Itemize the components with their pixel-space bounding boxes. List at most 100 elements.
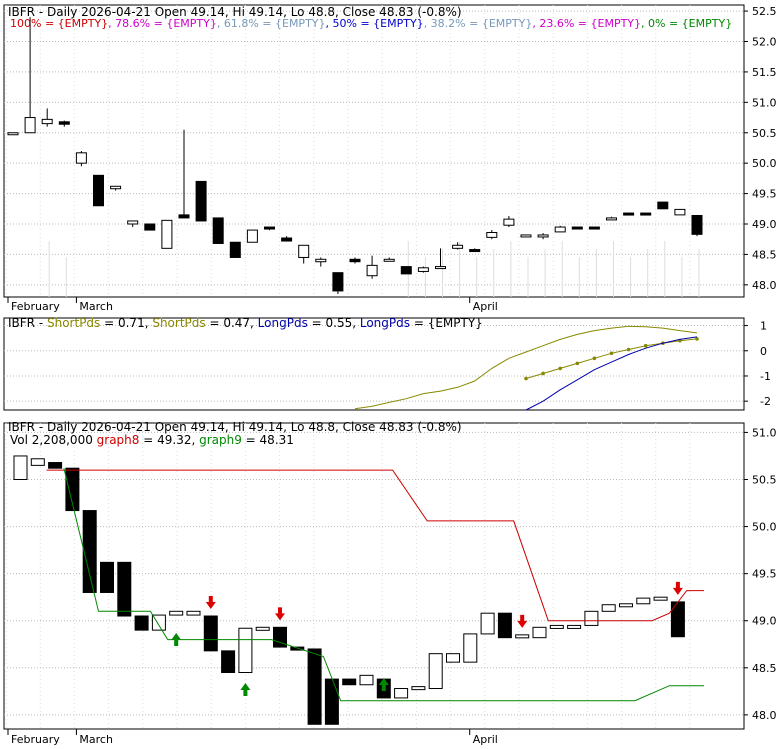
pds-legend-part: = 0.47, (206, 316, 258, 330)
price-candle (606, 217, 617, 221)
price-candle (264, 226, 275, 230)
price-candle (554, 226, 566, 233)
lower-candle (515, 634, 530, 639)
arrow-up-icon (240, 683, 251, 696)
lower-panel-month-label: February (11, 733, 60, 745)
price-candle (691, 214, 703, 235)
price-candle (588, 226, 600, 230)
lower-candle (653, 596, 668, 601)
lower-candle (324, 678, 339, 725)
pds-legend-part: IBFR - (8, 316, 47, 330)
price-candle (537, 234, 549, 238)
lower-candle (134, 615, 149, 631)
price-candle (623, 212, 635, 216)
price-candle (383, 258, 395, 262)
price-candle (469, 249, 481, 253)
pds-series-line-0 (354, 325, 698, 410)
pds-series-point (524, 376, 528, 381)
fib-legend-entry: , 50% = {EMPTY} (326, 17, 424, 30)
price-candle (93, 174, 104, 207)
price-candle (366, 264, 378, 277)
lower-candle (359, 674, 374, 686)
price-candle (400, 266, 412, 275)
lower-candle (186, 610, 201, 616)
pds-series-point (592, 356, 597, 361)
lower-candle (307, 648, 322, 725)
lower-subtitle-part: = 48.31 (242, 433, 294, 447)
fib-legend: 100% = {EMPTY}, 78.6% = {EMPTY}, 61.8% =… (10, 17, 732, 30)
lower-subtitle: Vol 2,208,000 graph8 = 49.32, graph9 = 4… (10, 433, 294, 447)
pds-legend-part: ShortPds (47, 316, 100, 330)
pds-panel-tick-label: -1 (760, 370, 771, 383)
lower-candle (567, 624, 582, 629)
price-candle (212, 217, 224, 244)
price-panel-tick-label: 52.0 (752, 36, 777, 49)
price-panel-tick-label: 49.0 (752, 218, 777, 231)
graph8-line (46, 469, 704, 622)
lower-candle (255, 626, 270, 631)
lower-candle (636, 597, 651, 605)
lower-candle (65, 467, 80, 512)
pds-panel-frame (3, 317, 745, 411)
lower-candle (411, 686, 426, 691)
price-candle (127, 220, 139, 225)
price-candle (298, 244, 310, 258)
lower-candle (549, 624, 564, 629)
lower-candle (151, 614, 166, 631)
pds-legend-part: LongPds (360, 316, 410, 330)
price-candle (110, 185, 122, 190)
price-candle (571, 226, 583, 230)
lower-candle (290, 646, 305, 651)
price-candle (452, 244, 464, 249)
lower-candle (273, 626, 287, 648)
price-candle (144, 223, 156, 231)
price-candle (58, 121, 70, 125)
price-panel-tick-label: 51.5 (752, 66, 777, 79)
lower-candle (48, 462, 63, 469)
lower-candle (601, 604, 616, 612)
arrow-down-icon (205, 596, 216, 610)
price-candle (229, 241, 241, 258)
fib-legend-entry: , 0% = {EMPTY} (641, 17, 732, 30)
price-panel-month-label: March (79, 300, 113, 313)
lower-candle (428, 653, 443, 690)
price-candle (520, 234, 532, 238)
arrow-up-icon (378, 678, 389, 691)
price-candle (246, 229, 258, 243)
lower-chart-title: IBFR - Daily 2026-04-21 Open 49.14, Hi 4… (8, 420, 462, 434)
fib-legend-entry: , 61.8% = {EMPTY} (217, 17, 326, 30)
graph9-line (63, 468, 704, 702)
pds-legend-part: LongPds (258, 316, 308, 330)
pds-legend: IBFR - ShortPds = 0.71, ShortPds = 0.47,… (8, 316, 483, 330)
lower-panel-tick-label: 50.5 (752, 473, 777, 486)
price-panel-frame (3, 4, 745, 298)
lower-candle (169, 610, 184, 616)
lower-panel-frame (3, 422, 745, 730)
lower-subtitle-part: graph9 (199, 433, 242, 447)
lower-candle (497, 612, 512, 639)
lower-subtitle-part: graph8 (97, 433, 140, 447)
pds-series-line-2 (525, 336, 698, 411)
price-panel-tick-label: 50.5 (752, 127, 777, 140)
lower-candle (100, 561, 114, 593)
pds-series-point (558, 366, 562, 371)
price-candle (435, 266, 446, 270)
lower-candle (13, 455, 28, 480)
pds-legend-part: ShortPds (152, 316, 205, 330)
price-candle (417, 267, 429, 272)
pds-series-point (643, 343, 648, 348)
lower-panel-month-label: March (79, 733, 113, 745)
lower-panel-month-label: April (473, 733, 498, 745)
price-candle (486, 232, 498, 238)
lower-subtitle-part: = 49.32, (139, 433, 199, 447)
pds-panel-tick-label: 0 (760, 345, 767, 358)
fib-legend-entry: , 23.6% = {EMPTY} (532, 17, 641, 30)
price-panel-tick-label: 52.5 (752, 5, 777, 18)
price-chart-title: IBFR - Daily 2026-04-21 Open 49.14, Hi 4… (8, 5, 462, 19)
lower-candle (82, 510, 97, 593)
price-panel-tick-label: 48.0 (752, 279, 777, 292)
price-candle (75, 152, 87, 164)
price-candle (674, 208, 686, 216)
lower-candle (463, 633, 478, 663)
price-candle (178, 214, 190, 219)
